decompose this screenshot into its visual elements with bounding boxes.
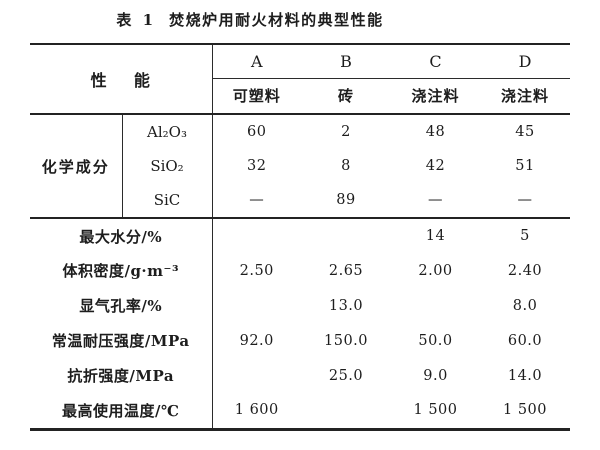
grade-header-cell-c: C: [391, 44, 481, 79]
type-header-cell-b: 砖: [301, 78, 392, 115]
property-label-cell: 最高使用温度/℃: [62, 401, 180, 420]
property-value-cell: [211, 288, 302, 323]
property-value-cell: 9.0: [423, 367, 448, 384]
chem-value-cell: 51: [515, 158, 535, 174]
property-row: 体积密度/g·m⁻³ 2.50 2.65 2.00 2.40: [30, 253, 570, 288]
property-value-cell: 1 500: [503, 402, 548, 419]
chem-value-cell: 45: [515, 124, 535, 140]
grade-header-cell-b: B: [301, 44, 392, 79]
property-label-cell: 常温耐压强度/MPa: [51, 332, 190, 350]
table-title: 表 1 焚烧炉用耐火材料的典型性能: [0, 9, 500, 30]
property-value-cell: 5: [520, 228, 530, 244]
property-value-cell: 2.40: [507, 262, 543, 279]
property-value-cell: 2.00: [418, 262, 453, 279]
table-number: 表 1: [116, 11, 157, 29]
chem-value-cell: —: [480, 183, 571, 219]
property-label-cell: 显气孔率/%: [79, 297, 163, 315]
property-value-cell: 14.0: [507, 367, 543, 384]
chem-value-cell: —: [211, 183, 302, 219]
property-value-cell: [211, 218, 302, 253]
property-value-cell: 8.0: [512, 297, 538, 314]
property-value-cell: 14: [425, 228, 446, 244]
grade-header-cell-d: D: [480, 44, 571, 79]
property-value-cell: [301, 393, 391, 429]
chem-row-al2o3: 化学成分 Al₂O₃ 60 2 48 45: [30, 114, 570, 219]
property-value-cell: 50.0: [418, 332, 453, 349]
chem-value-cell: 89: [301, 183, 392, 219]
chem-value-cell: 60: [211, 114, 302, 149]
property-value-cell: 25.0: [328, 367, 364, 384]
property-row: 最大水分/% 14 5: [30, 218, 570, 253]
chem-value-cell: 32: [211, 149, 302, 183]
property-value-cell: [301, 218, 391, 253]
chem-row-sio2: SiO₂ 32 8 42 51: [30, 149, 570, 183]
property-value-cell: 1 600: [211, 393, 302, 429]
header-row-grades: 性 能 A B C D: [30, 44, 571, 115]
chem-value-cell: 42: [425, 158, 446, 174]
property-label-cell: 抗折强度/MPa: [67, 367, 175, 385]
grade-header-cell-a: A: [211, 44, 302, 79]
property-value-cell: 2.50: [211, 253, 302, 288]
type-header-cell-a: 可塑料: [211, 78, 302, 115]
property-value-cell: 2.65: [328, 262, 364, 279]
property-row: 抗折强度/MPa 25.0 9.0 14.0: [30, 358, 570, 393]
property-value-cell: 1 500: [413, 402, 458, 419]
chem-value-cell: —: [391, 183, 481, 219]
property-row: 最高使用温度/℃ 1 600 1 500 1 500: [30, 393, 570, 429]
chem-value-cell: 48: [425, 124, 446, 140]
property-value-cell: 150.0: [324, 332, 369, 349]
chem-value-cell: 2: [341, 124, 351, 140]
property-value-cell: 13.0: [328, 297, 364, 314]
chem-formula-cell: Al₂O₃: [147, 123, 187, 141]
property-label-cell: 最大水分/%: [79, 227, 163, 246]
table-caption: 焚烧炉用耐火材料的典型性能: [169, 11, 384, 29]
chem-formula-cell: SiO₂: [150, 157, 184, 175]
property-value-cell: 60.0: [507, 332, 543, 349]
chem-formula-cell: SiC: [122, 183, 213, 219]
property-value-cell: [391, 288, 480, 323]
corner-header-cell: 性 能: [30, 44, 213, 115]
property-label-cell: 体积密度/g·m⁻³: [62, 262, 180, 280]
property-row: 显气孔率/% 13.0 8.0: [30, 288, 570, 323]
header-row-types: 可塑料 砖 浇注料 浇注料: [30, 78, 571, 115]
property-row: 常温耐压强度/MPa 92.0 150.0 50.0 60.0: [30, 323, 570, 358]
properties-table: 性 能 A B C D 可塑料 砖 浇注料 浇注料 化学成分 Al₂O₃ 60 …: [30, 43, 571, 431]
type-header-cell-d: 浇注料: [480, 78, 571, 115]
chem-row-sic: SiC — 89 — —: [30, 183, 571, 219]
property-value-cell: 92.0: [211, 323, 302, 358]
chem-section-label: 化学成分: [30, 114, 123, 219]
type-header-cell-c: 浇注料: [391, 78, 481, 115]
chem-value-cell: 8: [341, 158, 351, 174]
property-value-cell: [211, 358, 302, 393]
